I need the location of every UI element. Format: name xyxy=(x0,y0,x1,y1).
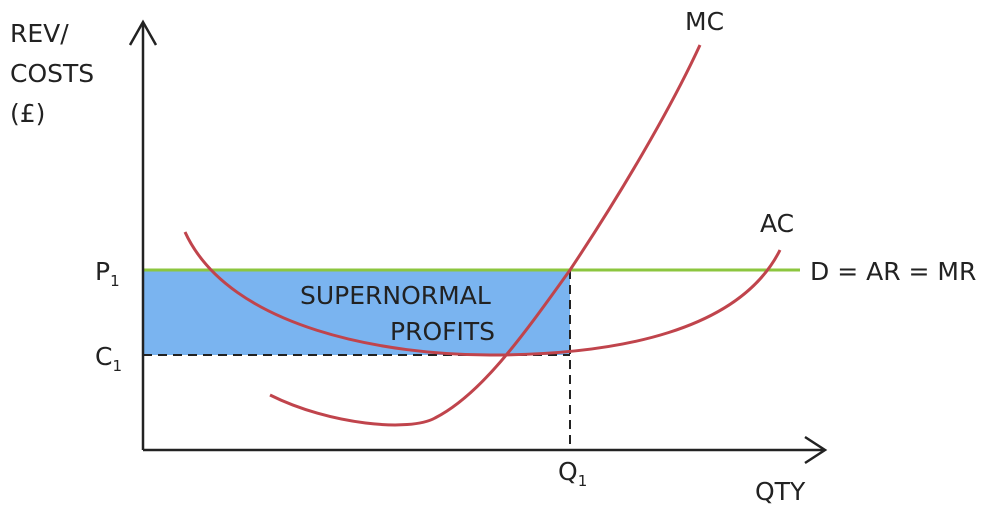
area-label: PROFITS xyxy=(390,317,495,346)
mc-label: MC xyxy=(685,7,724,36)
demand-label: D = AR = MR xyxy=(810,257,976,286)
ac-curve xyxy=(183,231,782,357)
x-label: QTY xyxy=(755,477,806,506)
y-label: COSTS xyxy=(10,59,94,88)
y-label: (£) xyxy=(10,99,45,128)
c1-label: C1 xyxy=(95,342,122,375)
p1-label: P1 xyxy=(95,257,120,290)
axes xyxy=(128,19,828,465)
area-label: SUPERNORMAL xyxy=(300,281,491,310)
y-label: REV/ xyxy=(10,19,69,48)
ac-label: AC xyxy=(760,209,794,238)
q1-label: Q1 xyxy=(558,457,587,490)
mc-curve xyxy=(269,44,702,427)
